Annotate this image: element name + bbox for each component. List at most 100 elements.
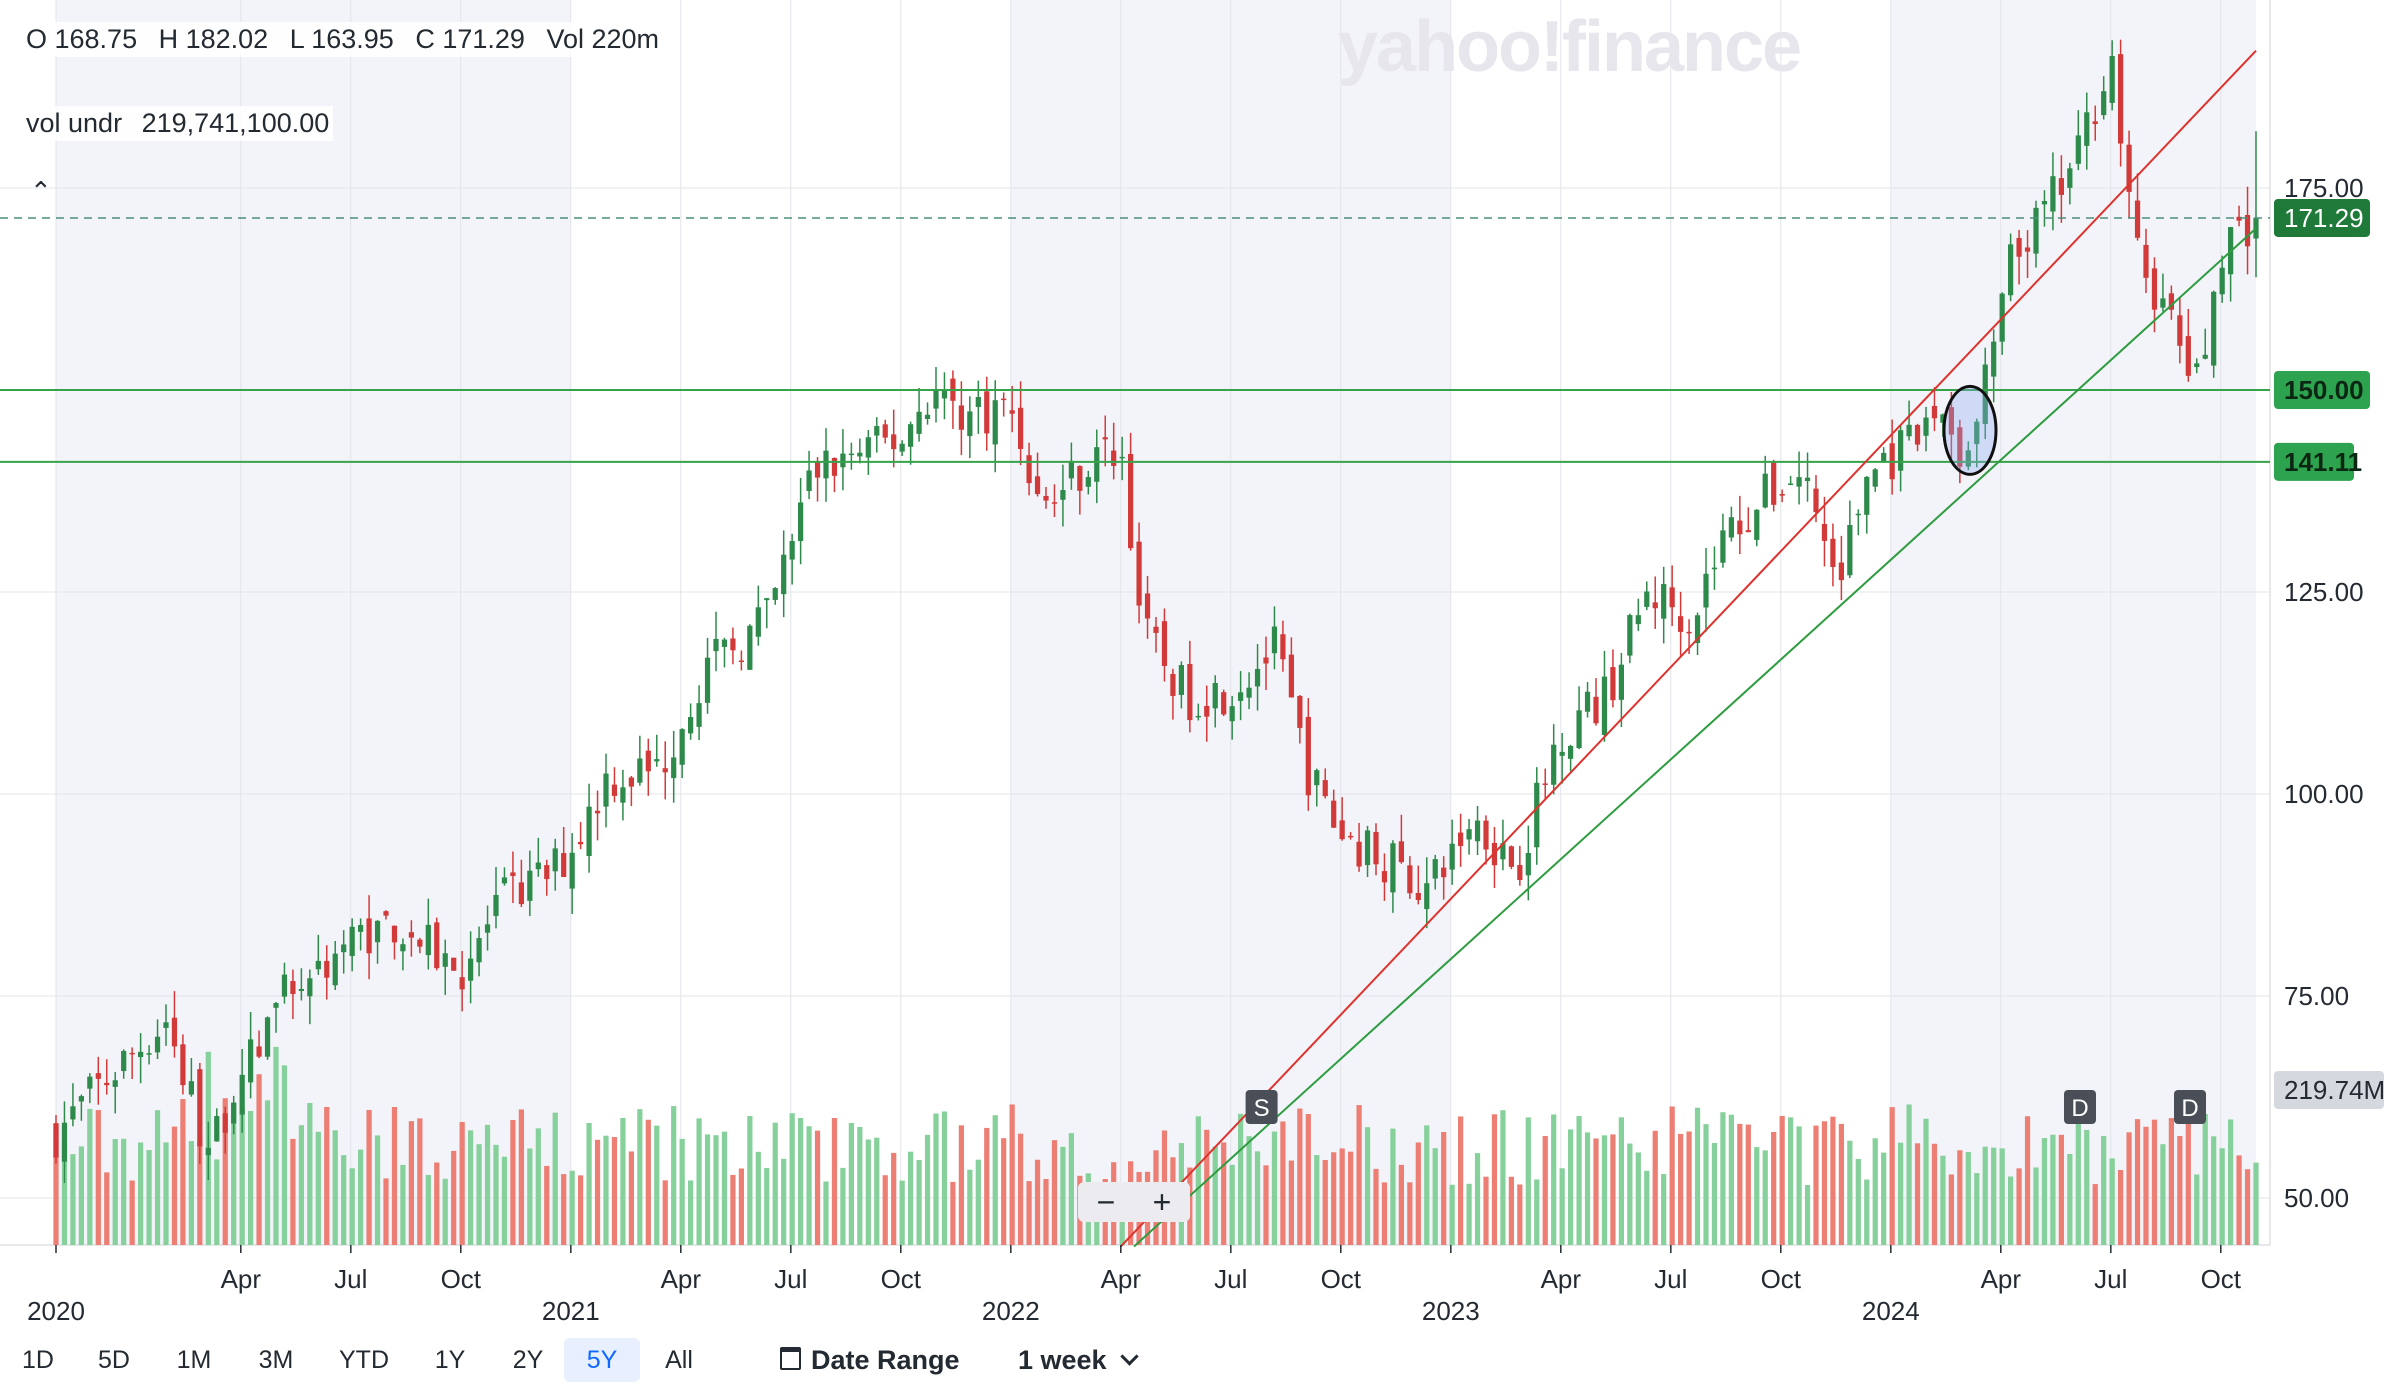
- candle-body: [671, 757, 677, 779]
- event-marker-label: D: [2181, 1095, 2198, 1122]
- volume-bar: [442, 1178, 448, 1245]
- event-marker-s: S: [1245, 1090, 1278, 1124]
- volume-bar: [2211, 1136, 2217, 1245]
- level-150-badge: 150.00: [2274, 371, 2370, 409]
- candle-body: [1111, 450, 1117, 466]
- candle-body: [764, 598, 770, 601]
- volume-bar: [1804, 1184, 1811, 1245]
- volume-bar: [78, 1146, 84, 1245]
- volume-bar: [1965, 1151, 1971, 1245]
- candle-body: [1204, 705, 1210, 717]
- candle-body: [2244, 214, 2251, 247]
- candle-body: [383, 911, 389, 916]
- volume-bar: [468, 1130, 474, 1245]
- candle-body: [628, 777, 634, 787]
- range-2y-button[interactable]: 2Y: [512, 1346, 544, 1374]
- volume-bar: [535, 1128, 541, 1245]
- volume-bar: [1568, 1129, 1574, 1245]
- volume-bar: [273, 1046, 279, 1245]
- volume-bar: [899, 1180, 905, 1245]
- volume-bar: [138, 1142, 144, 1245]
- range-5y-button[interactable]: 5Y: [564, 1338, 640, 1382]
- volume-bar: [958, 1125, 964, 1245]
- range-1d-button[interactable]: 1D: [22, 1346, 54, 1374]
- volume-bar: [2033, 1167, 2039, 1245]
- volume-bar: [755, 1151, 761, 1245]
- volume-bar: [2008, 1176, 2014, 1245]
- candle-body: [637, 758, 643, 783]
- candle-body: [1694, 615, 1701, 644]
- volume-bar: [332, 1130, 338, 1245]
- candle-body: [2202, 354, 2208, 359]
- volume-bar: [2118, 1169, 2124, 1245]
- volume-bar: [1508, 1176, 1514, 1245]
- volume-bar: [967, 1169, 973, 1245]
- zoom-in-button[interactable]: +: [1152, 1184, 1172, 1220]
- candle-body: [2236, 216, 2242, 221]
- event-marker-d: D: [2174, 1090, 2206, 1124]
- year-label: 2021: [542, 1296, 600, 1326]
- range-all-button[interactable]: All: [665, 1346, 693, 1374]
- candle-body: [95, 1073, 101, 1079]
- candle-body: [1364, 830, 1371, 866]
- volume-bar: [1297, 1108, 1303, 1245]
- candle-body: [1542, 783, 1548, 785]
- candle-body: [679, 729, 685, 765]
- x-tick-label: Oct: [881, 1264, 922, 1294]
- candle-body: [1661, 584, 1667, 619]
- volume-bar: [112, 1139, 118, 1245]
- volume-bar: [950, 1181, 956, 1245]
- range-5d-button[interactable]: 5D: [98, 1346, 130, 1374]
- interval-select[interactable]: 1 week: [1018, 1338, 1139, 1382]
- volume-bar: [1957, 1150, 1963, 1245]
- candle-body: [1068, 460, 1074, 479]
- candle-body: [1229, 706, 1235, 722]
- x-tick-label: Jul: [334, 1264, 367, 1294]
- vol-undr-value: 219,741,100.00: [141, 108, 330, 138]
- candle-body: [1864, 476, 1870, 515]
- candle-body: [1221, 692, 1227, 715]
- volume-bar: [2016, 1168, 2022, 1245]
- volume-bar: [1026, 1181, 1032, 1245]
- candle-body: [1077, 466, 1083, 491]
- x-tick-label: Oct: [2201, 1264, 2242, 1294]
- candles: [53, 39, 2259, 1184]
- volume-bar: [197, 1142, 203, 1245]
- candle-body: [104, 1082, 110, 1086]
- volume-bar: [1542, 1136, 1548, 1245]
- candle-body: [1881, 452, 1887, 462]
- volume-bar: [1364, 1127, 1371, 1245]
- candle-body: [2177, 315, 2183, 346]
- volume-bar: [1280, 1121, 1286, 1245]
- y-tick-label: 125.00: [2284, 577, 2364, 607]
- volume-bar: [1906, 1104, 1912, 1245]
- candle-body: [603, 773, 609, 807]
- range-ytd-button[interactable]: YTD: [339, 1346, 389, 1374]
- volume-bar: [349, 1168, 355, 1245]
- candle-body: [781, 554, 787, 595]
- date-range-button[interactable]: Date Range: [780, 1338, 960, 1382]
- volume-bar: [2058, 1134, 2064, 1245]
- volume-bar: [163, 1142, 169, 1245]
- range-1m-button[interactable]: 1M: [176, 1346, 212, 1374]
- range-1y-button[interactable]: 1Y: [434, 1346, 466, 1374]
- chevron-up-icon[interactable]: ⌃: [30, 176, 52, 206]
- candle-body: [865, 437, 871, 458]
- volume-underlay-readout: vol undr 219,741,100.00: [22, 106, 334, 141]
- volume-bar: [2177, 1135, 2183, 1245]
- price-chart[interactable]: S D D 175.00 125.00 100.00 75.00 50.00 171.29 150…: [0, 0, 2390, 1330]
- candle-body: [958, 405, 964, 430]
- volume-bar: [798, 1117, 804, 1245]
- volume-bar: [1889, 1107, 1895, 1245]
- level-141-badge: 141.11: [2274, 442, 2362, 481]
- volume-bar: [484, 1124, 491, 1245]
- volume-bar: [2092, 1184, 2098, 1245]
- zoom-out-button[interactable]: −: [1096, 1184, 1116, 1220]
- volume-bar: [1398, 1164, 1404, 1245]
- candle-body: [1153, 626, 1159, 633]
- candle-body: [1238, 692, 1244, 701]
- volume-bar: [2050, 1134, 2056, 1245]
- volume-bar: [772, 1122, 778, 1245]
- range-3m-button[interactable]: 3M: [258, 1346, 294, 1374]
- candle-body: [1703, 573, 1709, 608]
